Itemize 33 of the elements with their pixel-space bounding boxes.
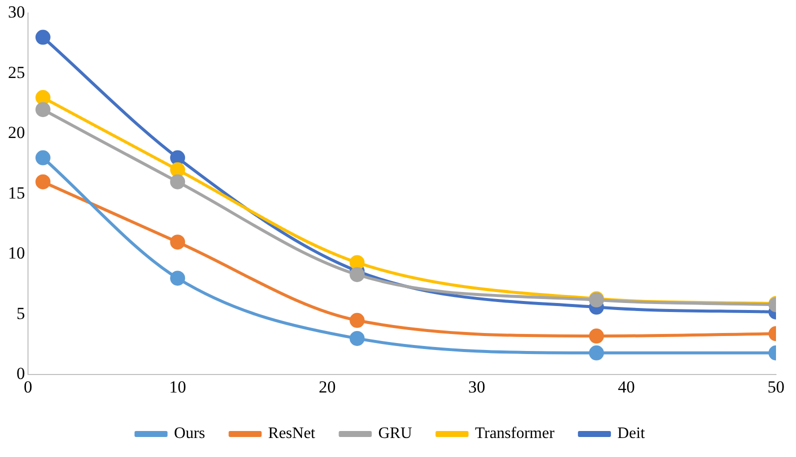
y-tick-label: 10 [8, 244, 25, 263]
point [35, 150, 50, 166]
point [170, 150, 186, 166]
point [170, 234, 186, 250]
point [588, 328, 604, 344]
point [350, 267, 365, 282]
point [35, 102, 50, 118]
legend-label: GRU [378, 425, 412, 442]
y-tick-label: 0 [16, 364, 25, 384]
point [35, 90, 50, 106]
point [170, 270, 186, 286]
y-tick-label: 25 [8, 62, 25, 82]
point [350, 330, 365, 346]
legend-label: Ours [174, 425, 206, 442]
point [588, 345, 604, 360]
point [35, 30, 50, 45]
legend-label: Transformer [475, 425, 556, 442]
x-tick-label: 30 [468, 377, 486, 396]
legend-label: Deit [617, 425, 646, 442]
y-tick-label: 5 [16, 304, 25, 323]
y-tick-label: 20 [8, 123, 25, 142]
legend-label: ResNet [268, 425, 316, 442]
y-tick-label: 15 [8, 183, 25, 202]
point [35, 174, 50, 190]
point [350, 255, 365, 270]
point [170, 162, 186, 178]
x-tick-label: 20 [318, 377, 336, 396]
x-tick-label: 50 [768, 377, 784, 396]
x-tick-label: 40 [618, 377, 635, 396]
y-tick-label: 30 [8, 2, 25, 22]
x-tick-label: 10 [169, 377, 186, 396]
point [350, 312, 365, 328]
point [170, 174, 186, 190]
